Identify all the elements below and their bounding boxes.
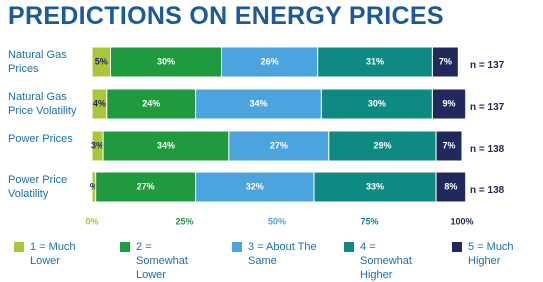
data-label: 30% <box>368 98 386 108</box>
bar-segment <box>195 171 315 203</box>
bar-segment <box>328 130 437 162</box>
bar-segment <box>431 46 459 78</box>
legend-label: 5 = Much Higher <box>468 241 514 267</box>
category-label: Natural Gas Prices <box>8 49 67 75</box>
x-tick-label: 0% <box>85 216 98 226</box>
data-label: 34% <box>249 98 267 108</box>
data-label: 30% <box>157 56 175 66</box>
x-tick-label: 50% <box>268 216 286 226</box>
data-label: 27% <box>137 181 155 191</box>
data-label: 29% <box>373 140 391 150</box>
legend-swatch <box>344 242 354 252</box>
x-tick-label: 75% <box>360 216 378 226</box>
bar-segment <box>320 88 433 120</box>
data-label: 26% <box>261 56 279 66</box>
data-label: 8% <box>444 181 457 191</box>
category-label: Power Price Volatility <box>8 174 68 200</box>
bar-segment <box>102 130 230 162</box>
bar-segment <box>95 171 197 203</box>
data-label: 31% <box>366 56 384 66</box>
data-label: % <box>90 181 98 191</box>
chart-title: PREDICTIONS ON ENERGY PRICES <box>8 2 444 30</box>
legend-label: 2 = Somewhat Lower <box>136 241 188 281</box>
n-label: n = 137 <box>470 102 505 113</box>
legend-label: 4 = Somewhat Higher <box>360 241 412 281</box>
data-label: 34% <box>157 140 175 150</box>
data-label: 3% <box>91 140 104 150</box>
category-label: Natural Gas Price Volatility <box>8 91 77 117</box>
x-tick-label: 100% <box>450 216 473 226</box>
category-label: Power Prices <box>8 133 73 145</box>
n-label: n = 137 <box>470 60 505 71</box>
legend-swatch <box>14 242 24 252</box>
data-label: 32% <box>246 181 264 191</box>
bar-segment <box>221 46 319 78</box>
data-label: 9% <box>443 98 456 108</box>
n-label: n = 138 <box>470 144 505 155</box>
bar-segment <box>317 46 433 78</box>
data-label: 27% <box>270 140 288 150</box>
bar-segment <box>110 46 222 78</box>
legend-label: 1 = Much Lower <box>30 241 76 267</box>
legend-swatch <box>120 242 130 252</box>
legend-label: 3 = About The Same <box>248 241 317 267</box>
legend-swatch <box>452 242 462 252</box>
bar-segment <box>228 130 330 162</box>
bar-segment <box>435 130 463 162</box>
data-label: 4% <box>93 98 106 108</box>
n-label: n = 138 <box>470 185 505 196</box>
data-label: 7% <box>443 140 456 150</box>
bar-segment <box>106 88 197 120</box>
bar-segment <box>435 171 467 203</box>
data-label: 33% <box>366 181 384 191</box>
x-tick-label: 25% <box>175 216 193 226</box>
data-label: 24% <box>142 98 160 108</box>
bar-segment <box>431 88 467 120</box>
bar-segment <box>313 171 437 203</box>
data-label: 5% <box>95 56 108 66</box>
data-label: 7% <box>439 56 452 66</box>
legend-swatch <box>232 242 242 252</box>
